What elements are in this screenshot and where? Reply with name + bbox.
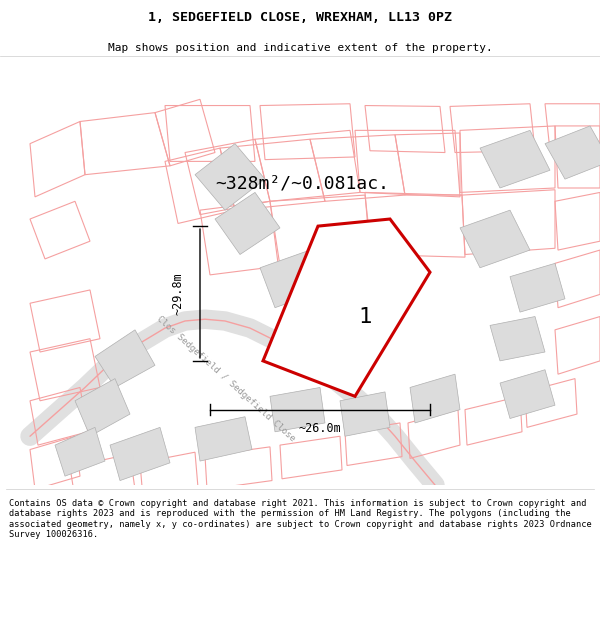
- Text: ~328m²/~0.081ac.: ~328m²/~0.081ac.: [215, 174, 389, 192]
- Polygon shape: [263, 219, 430, 396]
- Polygon shape: [410, 374, 460, 423]
- Text: ~26.0m: ~26.0m: [299, 422, 341, 434]
- Polygon shape: [340, 392, 390, 436]
- Polygon shape: [270, 388, 325, 432]
- Text: 1, SEDGEFIELD CLOSE, WREXHAM, LL13 0PZ: 1, SEDGEFIELD CLOSE, WREXHAM, LL13 0PZ: [148, 11, 452, 24]
- Text: Contains OS data © Crown copyright and database right 2021. This information is : Contains OS data © Crown copyright and d…: [9, 499, 592, 539]
- Polygon shape: [490, 316, 545, 361]
- Polygon shape: [260, 250, 325, 308]
- Polygon shape: [110, 428, 170, 481]
- Polygon shape: [195, 144, 265, 210]
- Text: Map shows position and indicative extent of the property.: Map shows position and indicative extent…: [107, 43, 493, 53]
- Polygon shape: [545, 126, 600, 179]
- Polygon shape: [75, 379, 130, 436]
- Text: ~29.8m: ~29.8m: [172, 272, 185, 315]
- Polygon shape: [95, 330, 155, 388]
- Text: Clos Sedgefield / Sedgefield Close: Clos Sedgefield / Sedgefield Close: [155, 314, 297, 443]
- Polygon shape: [55, 428, 105, 476]
- Polygon shape: [215, 192, 280, 254]
- Polygon shape: [510, 263, 565, 312]
- Polygon shape: [500, 370, 555, 419]
- Polygon shape: [460, 210, 530, 268]
- Polygon shape: [195, 417, 252, 461]
- Text: 1: 1: [358, 306, 371, 326]
- Polygon shape: [480, 131, 550, 188]
